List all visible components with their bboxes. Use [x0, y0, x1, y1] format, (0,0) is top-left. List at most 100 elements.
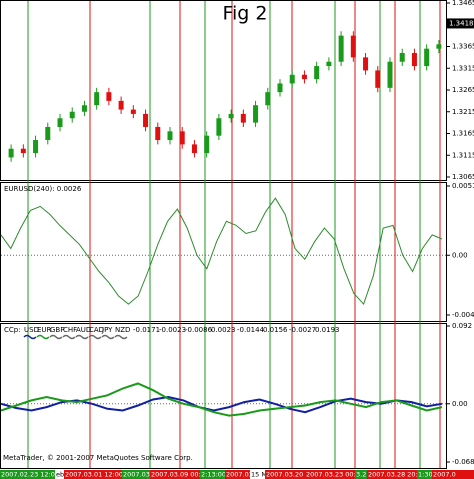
time-label: 2:13:00 [201, 471, 226, 479]
legend-name: GBP [50, 326, 64, 334]
candle-body [363, 57, 369, 71]
legend-name: CHF [63, 326, 77, 334]
y-tick-label: -0.0044 [452, 311, 474, 319]
y-tick-label: 1.3465 [452, 0, 474, 7]
footer: MetaTrader, © 2001-2007 MetaQuotes Softw… [3, 454, 193, 462]
series-line [0, 395, 443, 414]
time-label: 2007.03.28 20:00 [368, 471, 426, 479]
time-label-box [200, 470, 225, 479]
y-tick-label: 0.00 [452, 400, 468, 408]
legend-swatch [101, 334, 115, 340]
candle-body [81, 105, 87, 112]
legend-value: 0.0023 [211, 326, 236, 334]
candle-body [179, 131, 185, 145]
candle-body [326, 61, 332, 67]
current-price: 1.3418 [449, 19, 474, 27]
candle-body [253, 105, 259, 123]
time-label: 2007.03 [226, 471, 253, 479]
legend-value: -0.0144 [237, 326, 265, 334]
time-label-box [367, 470, 417, 479]
candle-body [45, 126, 51, 141]
y-tick-label: 0.092 [452, 322, 472, 330]
time-label: 2007.03.0 [123, 471, 156, 479]
legend-name: USD [24, 326, 39, 334]
candle-body [350, 35, 356, 58]
oscillator-panel [0, 182, 447, 322]
legend-value: -0.0171 [133, 326, 160, 334]
y-tick-label: 1.3115 [452, 151, 474, 159]
legend-swatch [75, 334, 89, 340]
legend-name: NZD [115, 326, 130, 334]
legend-name: JPY [101, 326, 113, 334]
time-label: 2007.03.09 00:00 [151, 471, 209, 479]
candle-body [399, 53, 405, 62]
candle-body [277, 83, 283, 93]
candle-body [424, 48, 430, 67]
y-tick-label: -0.0689 [452, 458, 474, 466]
y-tick-label: 1.3365 [452, 43, 474, 51]
time-label-box [417, 470, 432, 479]
currency-panel [0, 323, 447, 469]
legend-name: AUD [76, 326, 91, 334]
candle-body [130, 109, 136, 114]
candle-body [265, 92, 271, 106]
legend-swatch [49, 334, 63, 340]
candle-body [143, 113, 149, 127]
time-label-box [150, 470, 200, 479]
candle-body [216, 118, 222, 136]
time-label: 1:30 [418, 471, 433, 479]
candle-body [57, 118, 63, 127]
candle-body [387, 61, 393, 88]
candle-body [204, 135, 210, 154]
candle-body [301, 74, 307, 80]
time-label-box [122, 470, 150, 479]
time-label-box [0, 470, 55, 479]
candle-body [375, 70, 381, 88]
current-price-box [447, 18, 474, 29]
time-label-box [305, 470, 355, 479]
candle-body [8, 148, 14, 158]
time-label-box [64, 470, 122, 479]
time-label-box [432, 470, 474, 479]
candle-body [167, 131, 173, 141]
legend-name: CAD [89, 326, 104, 334]
time-label: 3.2 [356, 471, 366, 479]
panel-title: EURUSD(240): 0.0026 [4, 185, 82, 193]
candle-body [228, 113, 234, 119]
legend-title: CCp: [4, 326, 21, 334]
time-label-box [225, 470, 250, 479]
candle-body [191, 144, 197, 154]
candle-body [289, 74, 295, 84]
time-label: eb [56, 471, 64, 479]
candle-body [94, 92, 100, 106]
y-tick-label: 0.00 [452, 251, 468, 259]
series-line [0, 197, 443, 306]
candle-body [155, 126, 161, 141]
time-label: 2007.0 [433, 471, 456, 479]
candle-body [436, 44, 442, 49]
y-tick-label: 1.3065 [452, 173, 474, 181]
legend-swatch [23, 334, 37, 340]
legend-value: -0.0027 [289, 326, 316, 334]
y-tick-label: 1.3265 [452, 86, 474, 94]
legend-value: -0.0023 [159, 326, 186, 334]
time-label: 2007.02.23 12:00 [1, 471, 59, 479]
candle-body [20, 148, 26, 154]
time-label-box [265, 470, 305, 479]
y-tick-label: 1.3215 [452, 108, 474, 116]
time-label: 2007.03.01 12:00 [65, 471, 123, 479]
chart-title: Fig 2 [222, 3, 267, 25]
time-label: 2007.03.20 04:00 [266, 471, 324, 479]
candle-body [69, 111, 75, 119]
time-label: 15 M [251, 471, 267, 479]
candle-body [240, 113, 246, 123]
y-tick-label: 1.3165 [452, 130, 474, 138]
legend-swatch [36, 334, 50, 340]
candle-body [314, 66, 320, 80]
y-tick-label: 1.3315 [452, 64, 474, 72]
legend-swatch [88, 334, 102, 340]
time-label: 2007.03.23 00:00 [306, 471, 364, 479]
series-line [0, 382, 443, 417]
